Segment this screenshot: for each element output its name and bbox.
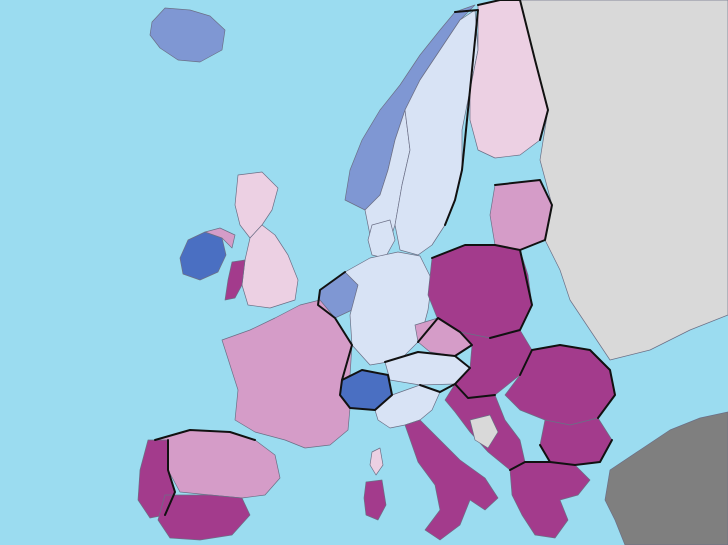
region-turkey <box>604 411 728 545</box>
region-bosnia <box>469 414 499 449</box>
region-iceland <box>149 7 226 63</box>
region-wales <box>224 259 246 301</box>
region-northern-ireland <box>204 227 236 249</box>
national-borders <box>154 0 616 516</box>
region-corsica <box>369 447 384 476</box>
region-andalusia <box>157 494 251 541</box>
region-russia-belarus-ukraine <box>519 0 728 361</box>
region-baltics <box>489 179 553 251</box>
region-italy-south <box>404 419 499 541</box>
region-sardinia <box>363 479 387 521</box>
